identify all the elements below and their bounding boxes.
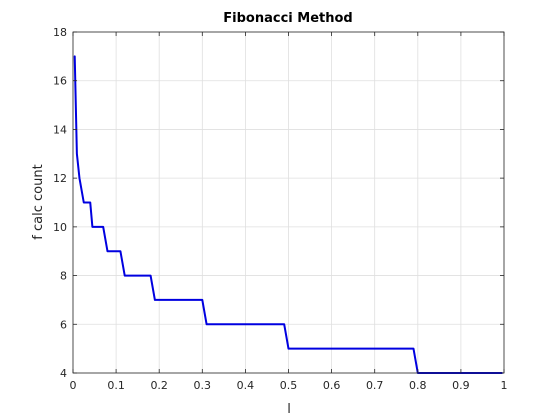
x-tick-label: 0.1 — [107, 379, 125, 392]
x-tick-label: 0.3 — [194, 379, 212, 392]
x-tick-label: 0.7 — [366, 379, 384, 392]
x-tick-label: 0.2 — [150, 379, 168, 392]
y-tick-label: 16 — [53, 75, 67, 88]
y-tick-label: 4 — [60, 367, 67, 380]
y-tick-label: 12 — [53, 172, 67, 185]
y-tick-label: 18 — [53, 26, 67, 39]
x-tick-label: 0 — [70, 379, 77, 392]
x-tick-label: 0.5 — [280, 379, 298, 392]
y-tick-label: 8 — [60, 270, 67, 283]
x-tick-label: 0.6 — [323, 379, 341, 392]
x-tick-labels: 0 0.1 0.2 0.3 0.4 0.5 0.6 0.7 0.8 0.9 1 — [70, 379, 508, 392]
x-tick-label: 1 — [501, 379, 508, 392]
ticks — [72, 31, 505, 374]
y-tick-labels: 4 6 8 10 12 14 16 18 — [53, 26, 67, 380]
y-tick-label: 10 — [53, 221, 67, 234]
y-tick-label: 6 — [60, 318, 67, 331]
x-tick-label: 0.4 — [237, 379, 255, 392]
series-layer — [73, 55, 503, 374]
series-line-0 — [73, 55, 503, 374]
x-tick-label: 0.8 — [409, 379, 427, 392]
y-axis-label: f calc count — [31, 164, 46, 239]
x-tick-label: 0.9 — [452, 379, 470, 392]
x-axis-label: l — [287, 402, 291, 417]
y-tick-label: 14 — [53, 123, 67, 136]
chart-title: Fibonacci Method — [223, 11, 352, 26]
